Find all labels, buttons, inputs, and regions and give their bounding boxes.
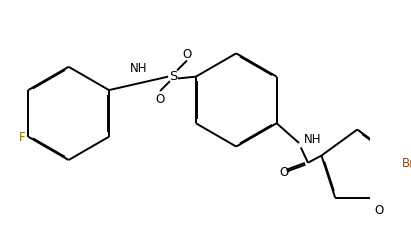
Text: S: S <box>169 70 178 83</box>
Text: O: O <box>279 166 289 178</box>
Text: NH: NH <box>130 61 147 74</box>
Text: Br: Br <box>402 156 411 170</box>
Text: O: O <box>182 48 192 60</box>
Text: O: O <box>374 203 383 216</box>
Text: O: O <box>155 92 165 105</box>
Text: NH: NH <box>303 133 321 145</box>
Text: F: F <box>18 131 25 144</box>
